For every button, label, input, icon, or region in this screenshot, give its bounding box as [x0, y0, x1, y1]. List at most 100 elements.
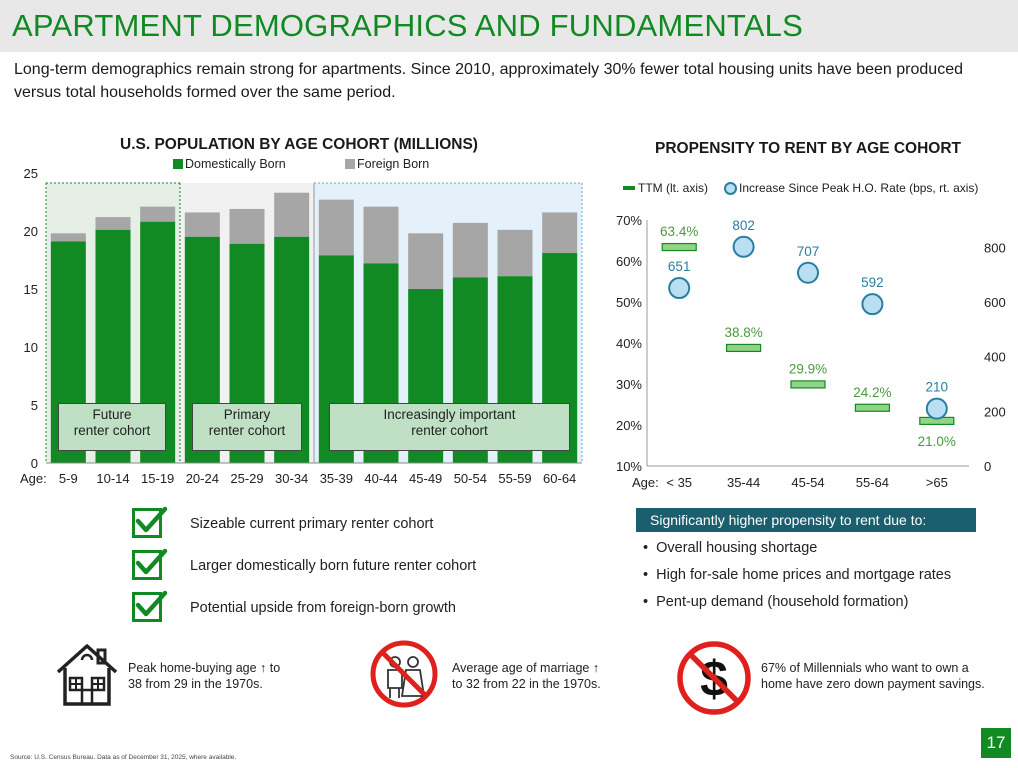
bar-foreign-born — [318, 199, 354, 256]
x-tick-label: 60-64 — [543, 471, 576, 486]
increase-data-label: 802 — [732, 218, 755, 233]
ttm-data-label: 63.4% — [660, 224, 698, 239]
bar-foreign-born — [95, 217, 131, 230]
checkbox-icon — [132, 506, 168, 538]
left-tick-label: 30% — [616, 377, 642, 392]
fact-line: 38 from 29 in the 1970s. — [128, 677, 263, 691]
increase-marker — [732, 235, 755, 258]
bullet-item: • High for-sale home prices and mortgage… — [643, 567, 952, 583]
bar-foreign-born — [452, 222, 488, 278]
left-tick-label: 40% — [616, 336, 642, 351]
checkbox-icon — [132, 548, 168, 580]
ttm-marker — [790, 380, 826, 389]
x-tick-label: 50-54 — [454, 471, 487, 486]
bar-foreign-born — [229, 208, 265, 244]
right-tick-label: 600 — [984, 295, 1006, 310]
legend-label-ttm: TTM (lt. axis) — [638, 181, 708, 195]
cohort-box-future-line2: renter cohort — [73, 423, 151, 438]
legend-swatch-foreign — [345, 159, 355, 169]
checklist-label: Potential upside from foreign-born growt… — [190, 600, 456, 616]
page-title: APARTMENT DEMOGRAPHICS AND FUNDAMENTALS — [12, 8, 803, 43]
cohort-box-primary-line1: Primary — [223, 407, 271, 422]
x-tick-label: 45-49 — [409, 471, 442, 486]
bullet-item: • Overall housing shortage — [643, 540, 818, 556]
page-number: 17 — [981, 728, 1011, 758]
y-tick-label: 0 — [31, 456, 38, 471]
significance-header: Significantly higher propensity to rent … — [636, 508, 976, 532]
x-tick-label: 30-34 — [275, 471, 308, 486]
bar-foreign-born — [542, 212, 578, 254]
legend-swatch-increase — [724, 182, 737, 195]
left-tick-label: 10% — [616, 459, 642, 474]
x-tick-label: 40-44 — [364, 471, 397, 486]
bullet-text: High for-sale home prices and mortgage r… — [656, 567, 952, 583]
left-tick-label: 50% — [616, 295, 642, 310]
x-tick-label: 15-19 — [141, 471, 174, 486]
fact-line: to 32 from 22 in the 1970s. — [452, 677, 601, 691]
legend-label-increase: Increase Since Peak H.O. Rate (bps, rt. … — [739, 181, 979, 195]
increase-data-label: 592 — [861, 275, 884, 290]
ttm-marker — [854, 403, 890, 412]
fact-line: Peak home-buying age ↑ to — [128, 661, 281, 675]
source-footnote: Source: U.S. Census Bureau. Data as of D… — [10, 754, 237, 761]
x-tick-label: 45-54 — [791, 475, 824, 490]
fact-line: 67% of Millennials who want to own a — [761, 661, 969, 675]
legend-swatch-domestic — [173, 159, 183, 169]
bullet-text: Overall housing shortage — [656, 540, 818, 556]
cohort-box-important: Increasingly important renter cohort — [329, 403, 570, 451]
cohort-box-important-line1: Increasingly important — [383, 407, 516, 422]
cohort-box-important-line2: renter cohort — [411, 423, 488, 438]
y-tick-label: 15 — [24, 282, 38, 297]
ttm-marker — [725, 343, 762, 353]
y-tick-label: 5 — [31, 398, 38, 413]
bullet-text: Pent-up demand (household formation) — [656, 594, 909, 610]
x-tick-label: 5-9 — [59, 471, 78, 486]
left-tick-label: 20% — [616, 418, 642, 433]
increase-marker — [925, 397, 948, 420]
bar-foreign-born — [184, 212, 220, 237]
legend-label-foreign: Foreign Born — [357, 157, 430, 171]
title-bar — [0, 0, 1018, 52]
left-tick-label: 60% — [616, 254, 642, 269]
bar-foreign-born — [274, 192, 310, 237]
bar-foreign-born — [497, 229, 533, 277]
bar-foreign-born — [408, 233, 444, 289]
x-tick-label: >65 — [926, 475, 948, 490]
checklist-label: Sizeable current primary renter cohort — [190, 516, 434, 532]
house-icon — [56, 644, 118, 706]
x-tick-label: 55-59 — [498, 471, 531, 486]
right-tick-label: 800 — [984, 240, 1006, 255]
cohort-box-future: Future renter cohort — [58, 403, 166, 451]
checkmark-icon — [135, 506, 168, 533]
fact-line: Average age of marriage ↑ — [452, 661, 600, 675]
ttm-data-label: 21.0% — [918, 434, 956, 449]
increase-marker — [861, 293, 884, 316]
checklist-label: Larger domestically born future renter c… — [190, 558, 477, 574]
right-tick-label: 200 — [984, 404, 1006, 419]
increase-data-label: 707 — [797, 244, 820, 259]
x-axis-label: Age: — [632, 475, 659, 490]
increase-data-label: 210 — [926, 380, 949, 395]
cohort-box-future-line1: Future — [92, 407, 132, 422]
no-dollar-icon: $ — [677, 641, 751, 715]
increase-data-label: 651 — [668, 259, 691, 274]
fact-home-buying: Peak home-buying age ↑ to 38 from 29 in … — [128, 660, 280, 692]
y-tick-label: 10 — [24, 340, 38, 355]
x-tick-label: 25-29 — [230, 471, 263, 486]
x-tick-label: 35-39 — [320, 471, 353, 486]
bar-foreign-born — [140, 206, 176, 222]
propensity-chart: 10% 20% 30% 40% 50% 60% 70% 0 200 400 600 800 < 35 63… — [616, 213, 1006, 490]
right-tick-label: 400 — [984, 350, 1006, 365]
bar-foreign-born — [363, 206, 399, 264]
checkmark-icon — [135, 590, 168, 617]
fact-line: home have zero down payment savings. — [761, 677, 985, 691]
ttm-data-label: 24.2% — [853, 385, 891, 400]
ttm-data-label: 29.9% — [789, 361, 827, 376]
checkmark-icon — [135, 548, 168, 575]
x-tick-label: 35-44 — [727, 475, 760, 490]
ttm-marker — [661, 242, 697, 252]
propensity-chart-title: PROPENSITY TO RENT BY AGE COHORT — [655, 140, 962, 157]
intro-text: Long-term demographics remain strong for… — [14, 61, 963, 101]
x-tick-label: < 35 — [666, 475, 692, 490]
fact-down-payment: 67% of Millennials who want to own a hom… — [761, 660, 985, 692]
